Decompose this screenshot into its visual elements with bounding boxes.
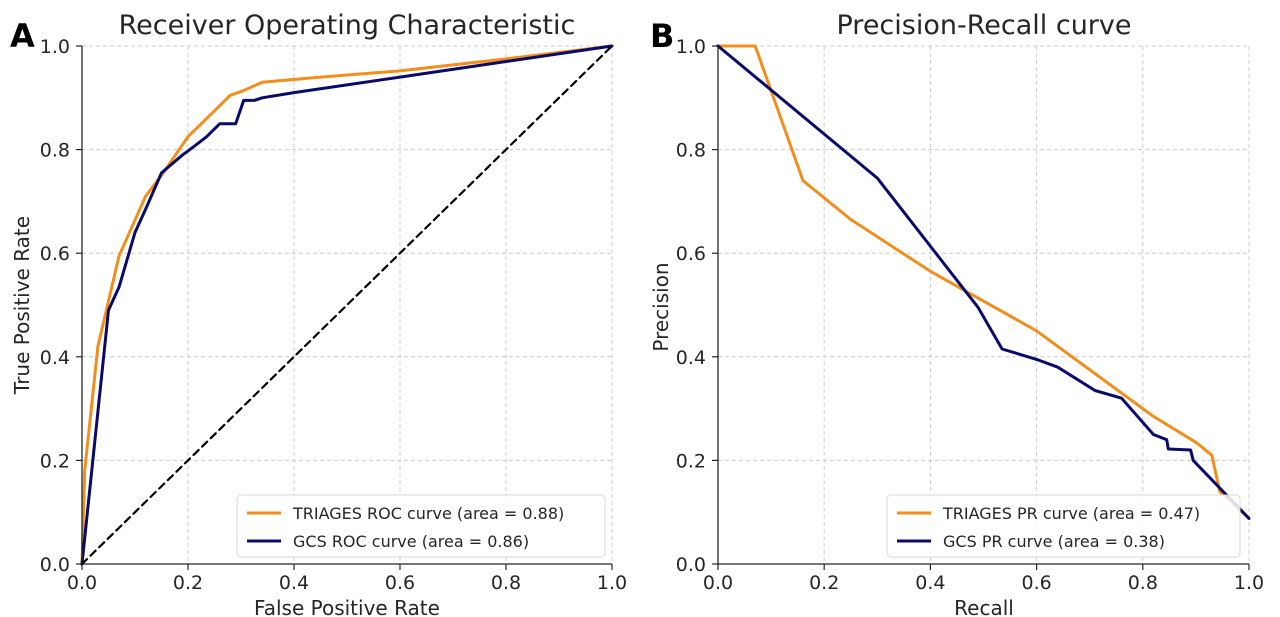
legend-entry: GCS PR curve (area = 0.38) xyxy=(943,532,1165,551)
y-tick-label: 0.0 xyxy=(676,554,706,576)
y-tick-label: 0.8 xyxy=(40,140,70,162)
x-tick-label: 0.0 xyxy=(703,572,733,594)
panel-b: 0.0 0.2 0.4 0.6 0.8 1.00.00.20.40.60.81.0B Pre… xyxy=(649,10,1264,617)
legend: TRIAGES PR curve (area = 0.47) GCS PR cur… xyxy=(886,494,1241,558)
y-tick-label: 0.4 xyxy=(40,347,70,369)
panel-label: B xyxy=(650,17,674,55)
x-tick-label: 0.8 xyxy=(1128,572,1158,594)
y-tick-label: 1.0 xyxy=(676,36,706,58)
x-tick-label: 1.0 xyxy=(1234,572,1264,594)
y-tick-label: 0.6 xyxy=(676,243,706,265)
x-tick-label: 0.6 xyxy=(1021,572,1051,594)
legend-entry: TRIAGES PR curve (area = 0.47) xyxy=(942,504,1200,523)
x-tick-label: 0.2 xyxy=(809,572,839,594)
y-tick-label: 0.0 xyxy=(40,554,70,576)
y-axis-label: Precision xyxy=(649,262,673,351)
series-line-1 xyxy=(716,44,1251,520)
panel-label: A xyxy=(10,17,35,55)
chart-title: Receiver Operating Characteristic xyxy=(119,10,576,41)
chance-diagonal-line xyxy=(80,44,614,566)
y-tick-label: 0.4 xyxy=(676,347,706,369)
series-line-1 xyxy=(80,44,614,566)
x-tick-label: 0.6 xyxy=(385,572,415,594)
series-line-0 xyxy=(80,44,614,566)
x-tick-label: 0.8 xyxy=(491,572,521,594)
series-line-0 xyxy=(716,44,1251,520)
x-axis-label: Recall xyxy=(954,596,1014,617)
y-axis-label: True Positive Rate xyxy=(10,216,34,395)
x-tick-label: 0.2 xyxy=(173,572,203,594)
x-tick-label: 0.4 xyxy=(915,572,945,594)
x-axis-label: False Positive Rate xyxy=(254,596,440,617)
legend-box xyxy=(236,494,606,558)
panel-a: 0.0 0.2 0.4 0.6 0.8 1.00.00.20.40.60.81.0A Rec… xyxy=(10,10,627,617)
y-tick-label: 0.6 xyxy=(40,243,70,265)
chart-title: Precision-Recall curve xyxy=(837,10,1132,41)
y-tick-label: 1.0 xyxy=(40,36,70,58)
y-tick-label: 0.2 xyxy=(40,450,70,472)
legend-box xyxy=(886,494,1241,558)
legend: TRIAGES ROC curve (area = 0.88) GCS ROC c… xyxy=(236,494,606,558)
legend-entry: TRIAGES ROC curve (area = 0.88) xyxy=(292,504,564,523)
x-tick-label: 0.4 xyxy=(279,572,309,594)
y-tick-label: 0.2 xyxy=(676,450,706,472)
x-tick-label: 1.0 xyxy=(597,572,627,594)
legend-entry: GCS ROC curve (area = 0.86) xyxy=(293,532,529,551)
x-tick-label: 0.0 xyxy=(67,572,97,594)
y-tick-label: 0.8 xyxy=(676,140,706,162)
